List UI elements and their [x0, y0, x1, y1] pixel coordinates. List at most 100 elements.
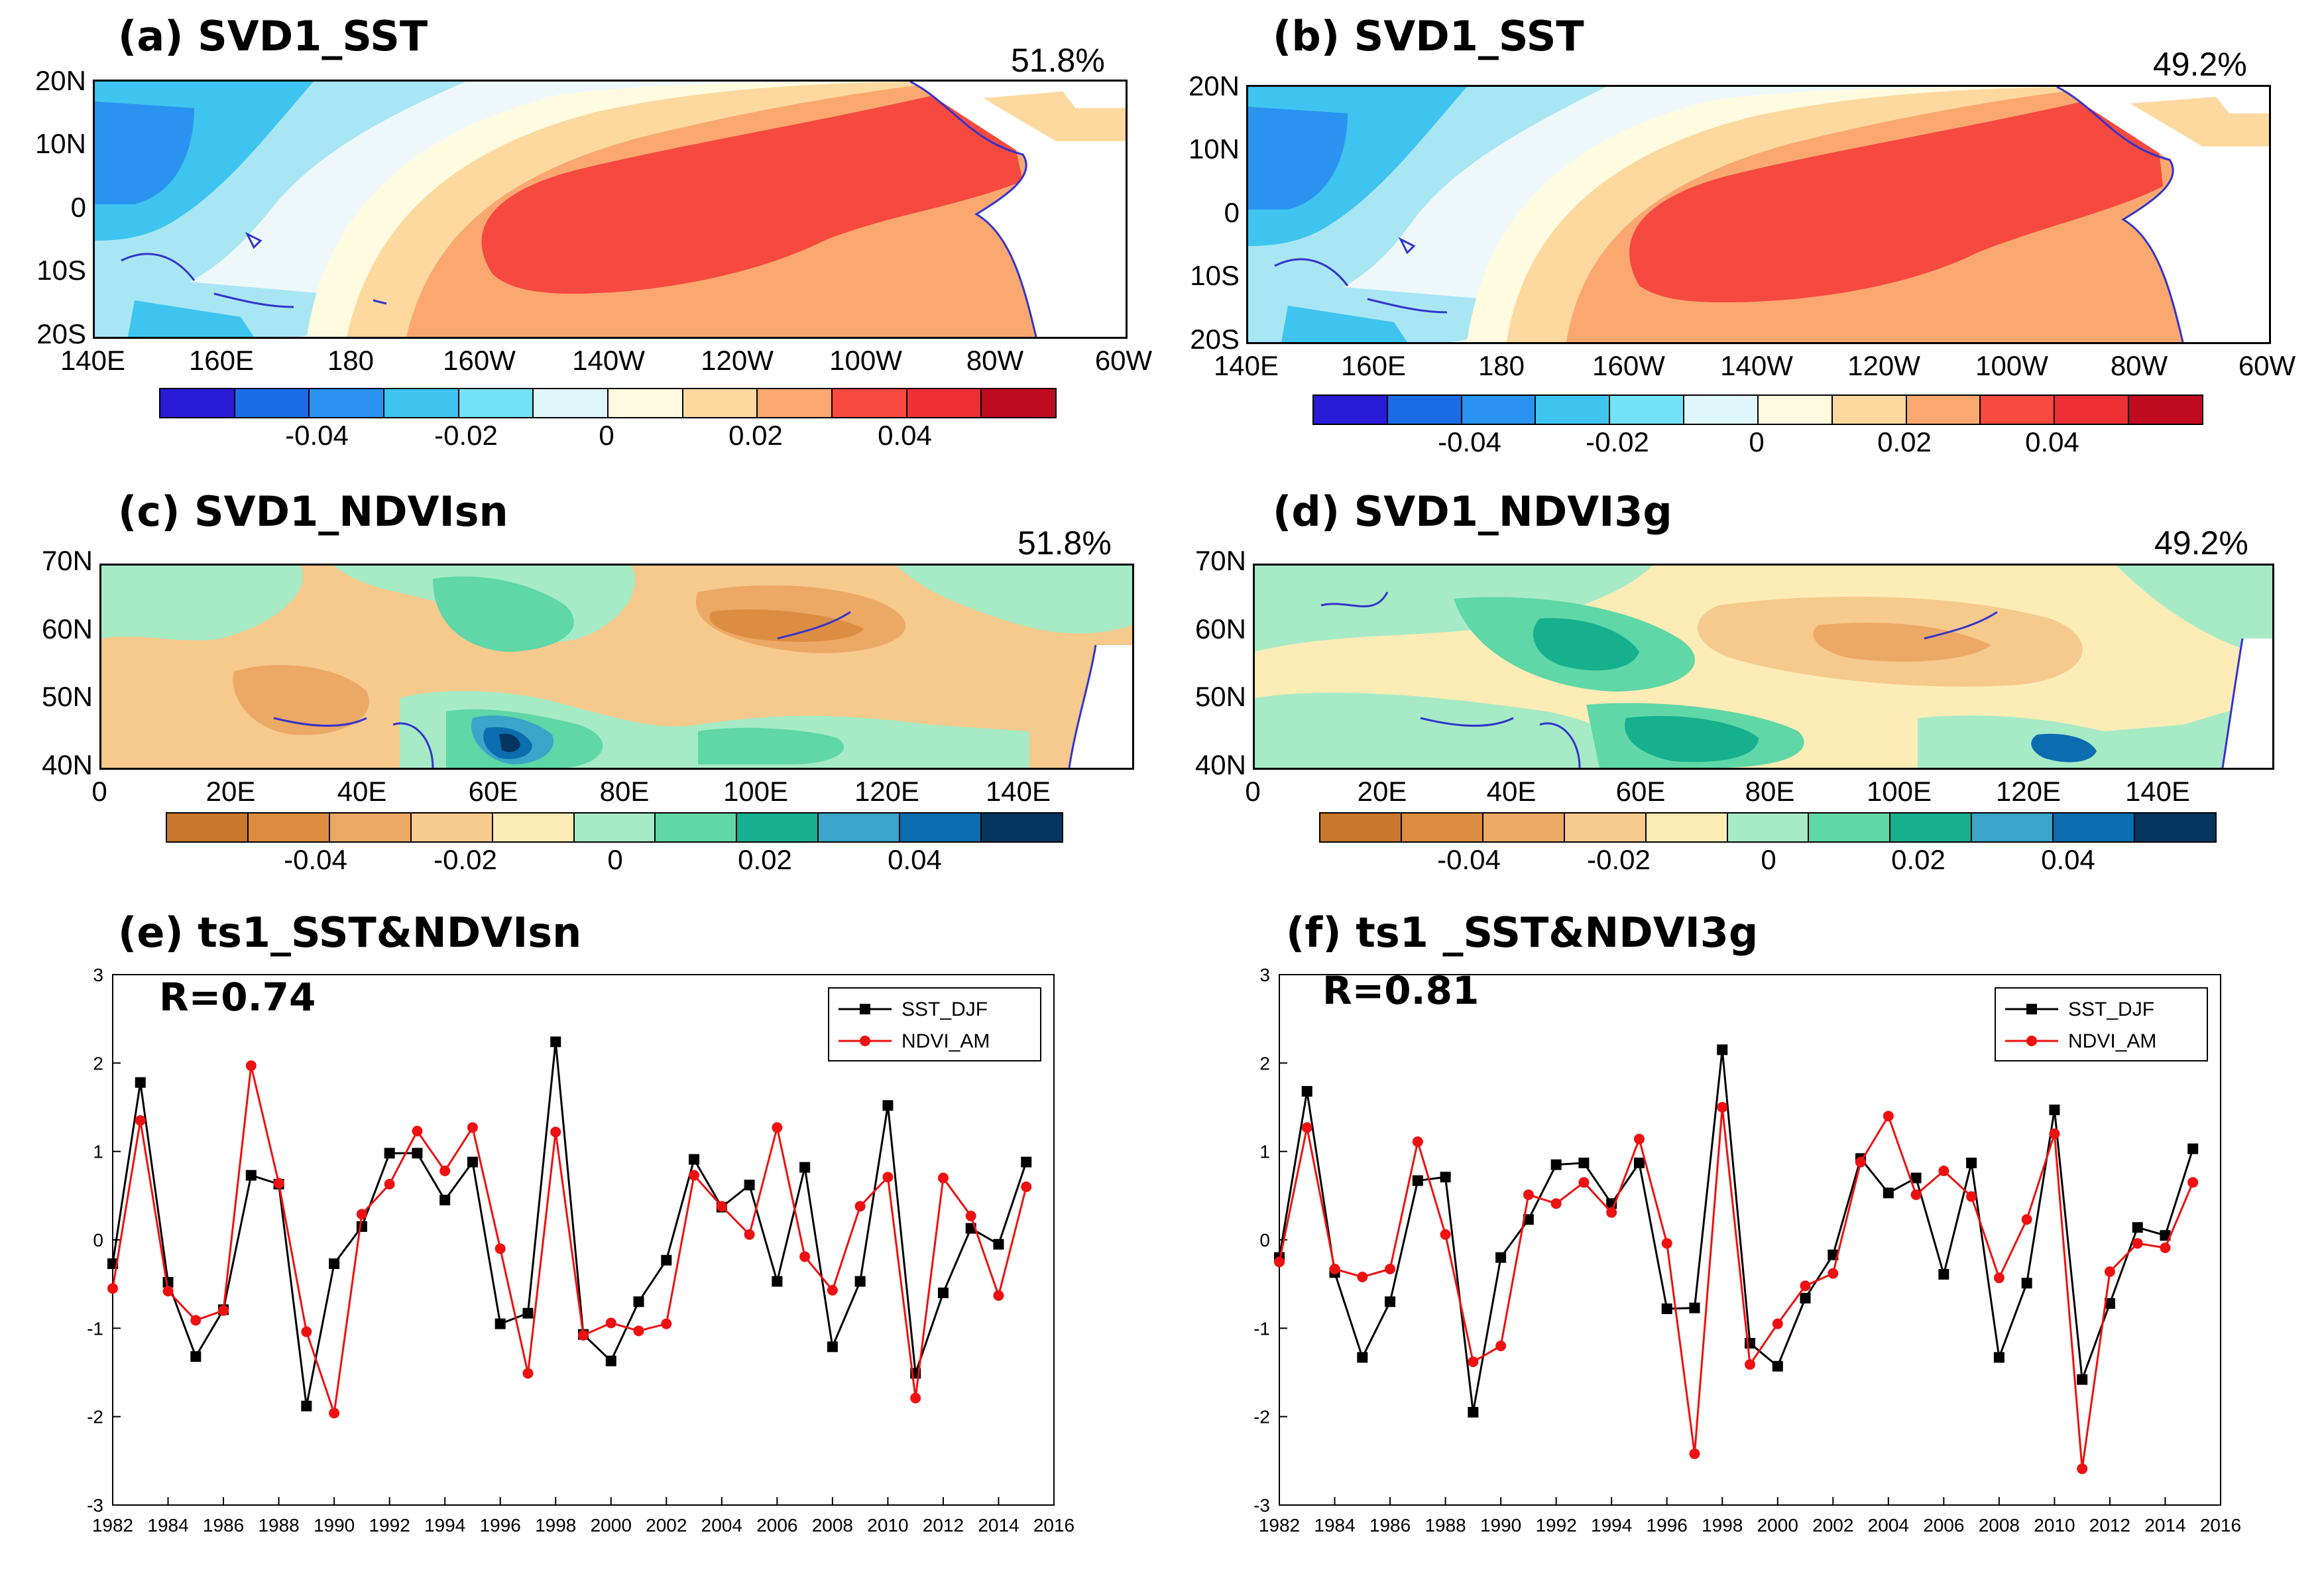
map-c-lat-60n: 60N — [41, 613, 93, 644]
data-point-ndvi — [1440, 1229, 1451, 1240]
map-a-lon-140w: 140W — [572, 345, 645, 376]
data-point-sst — [245, 1170, 257, 1181]
map-c-lon-40e: 40E — [337, 776, 387, 807]
data-point-ndvi — [661, 1318, 672, 1329]
map-a-lon-160w: 160W — [443, 345, 516, 376]
data-point-ndvi — [2160, 1242, 2171, 1253]
data-point-ndvi — [439, 1166, 451, 1176]
timeseries-chart-e: -3 -2 -1 0 1 2 3 1982 1984 1986 1988 1990 1992 1994 19… — [87, 965, 1075, 1536]
data-point-ndvi — [2077, 1463, 2088, 1475]
data-point-sst — [301, 1400, 312, 1412]
data-point-sst — [1301, 1086, 1312, 1097]
data-point-sst — [827, 1341, 838, 1353]
x-tick-label: 2010 — [867, 1515, 908, 1536]
x-tick-label: 1994 — [424, 1515, 465, 1536]
colorbar-b-label-002: 0.02 — [1877, 426, 1932, 457]
data-point-ndvi — [1717, 1102, 1728, 1113]
colorbar-c-label-m004: -0.04 — [284, 844, 347, 875]
colorbar-swatch — [1610, 396, 1685, 424]
map-b-lat-10n: 10N — [1188, 133, 1240, 164]
legend-label: SST_DJF — [901, 998, 988, 1020]
data-point-sst — [1966, 1158, 1977, 1168]
data-point-sst — [1385, 1296, 1396, 1307]
colorbar-swatch — [1564, 814, 1647, 841]
x-tick-label: 2012 — [923, 1515, 964, 1536]
data-point-sst — [1772, 1360, 1783, 1372]
map-a-lat-0: 0 — [70, 192, 86, 223]
colorbar-c-label-m002: -0.02 — [434, 844, 497, 875]
colorbar-swatch — [1981, 396, 2056, 424]
data-point-ndvi — [1412, 1136, 1423, 1147]
x-tick-label: 2010 — [2034, 1515, 2075, 1536]
data-point-sst — [1440, 1172, 1451, 1183]
data-point-sst — [1828, 1249, 1839, 1260]
data-point-sst — [1800, 1293, 1811, 1303]
legend-marker — [2026, 1004, 2037, 1014]
map-c-lon-120e: 120E — [854, 776, 920, 807]
colorbar-swatch — [1483, 814, 1565, 841]
sst-map-a-svg — [95, 82, 1126, 337]
x-tick-label: 1984 — [147, 1515, 188, 1536]
x-tick-label: 1986 — [1369, 1515, 1411, 1536]
colorbar-swatch — [235, 389, 310, 417]
colorbar-swatch — [248, 814, 330, 841]
colorbar-swatch — [2135, 814, 2215, 841]
colorbar-c — [166, 812, 1063, 843]
data-point-ndvi — [2049, 1128, 2060, 1139]
data-point-ndvi — [2021, 1214, 2032, 1225]
x-tick-label: 2014 — [2144, 1515, 2185, 1536]
data-point-ndvi — [1329, 1264, 1340, 1274]
data-point-ndvi — [550, 1126, 561, 1138]
map-d-lon-0: 0 — [1245, 776, 1261, 807]
colorbar-d-label-004: 0.04 — [2041, 844, 2095, 875]
data-point-sst — [2049, 1105, 2060, 1115]
data-point-sst — [2104, 1298, 2115, 1309]
data-point-ndvi — [827, 1285, 838, 1296]
x-tick-label: 2004 — [1868, 1515, 1909, 1536]
map-b-lon-140e: 140E — [1213, 350, 1279, 381]
x-tick-label: 2002 — [1812, 1515, 1853, 1536]
panel-d-title: (d) SVD1_NDVI3g — [1273, 487, 1672, 536]
y-tick-label: 0 — [1259, 1230, 1270, 1250]
colorbar-swatch — [1684, 396, 1759, 424]
colorbar-swatch — [167, 814, 249, 841]
map-d-lat-70n: 70N — [1194, 545, 1246, 576]
data-point-sst — [1412, 1175, 1423, 1186]
map-d-lon-60e: 60E — [1615, 776, 1666, 807]
colorbar-swatch — [1536, 396, 1611, 424]
data-point-sst — [2160, 1230, 2171, 1241]
data-point-ndvi — [993, 1290, 1004, 1301]
data-point-sst — [2077, 1374, 2088, 1385]
data-point-ndvi — [1828, 1268, 1839, 1279]
timeseries-chart-f: -3 -2 -1 0 1 2 3 1982 1984 1986 1988 1990 1992 1994 19… — [1253, 965, 2241, 1536]
x-tick-label: 1988 — [1424, 1515, 1466, 1536]
x-tick-label: 1992 — [369, 1515, 410, 1536]
x-tick-label: 2008 — [812, 1515, 853, 1536]
data-point-ndvi — [1993, 1272, 2004, 1284]
data-point-sst — [329, 1258, 340, 1269]
panel-c-title: (c) SVD1_NDVIsn — [118, 487, 508, 536]
colorbar-swatch — [683, 389, 758, 417]
data-point-ndvi — [2132, 1238, 2143, 1249]
colorbar-a-label-0: 0 — [599, 420, 614, 451]
colorbar-a — [159, 388, 1057, 418]
map-d-ndvi — [1253, 564, 2274, 770]
colorbar-d-label-0: 0 — [1761, 844, 1776, 875]
colorbar-swatch — [907, 389, 982, 417]
panel-e-correlation: R=0.74 — [159, 975, 316, 1020]
data-point-ndvi — [937, 1172, 949, 1183]
map-d-lon-20e: 20E — [1357, 776, 1407, 807]
data-point-sst — [2132, 1222, 2143, 1233]
x-tick-label: 1986 — [203, 1515, 244, 1536]
x-tick-label: 2008 — [1979, 1515, 2020, 1536]
map-b-lat-0: 0 — [1224, 197, 1240, 228]
colorbar-d-label-m004: -0.04 — [1437, 844, 1501, 875]
data-point-ndvi — [301, 1326, 312, 1337]
map-a-lon-180: 180 — [327, 345, 375, 376]
map-c-lon-0: 0 — [91, 776, 107, 807]
data-point-sst — [661, 1254, 672, 1266]
series-line-sst-djf — [111, 1042, 1027, 1406]
colorbar-swatch — [160, 389, 235, 417]
x-tick-label: 2016 — [2200, 1515, 2241, 1536]
data-point-ndvi — [329, 1408, 340, 1419]
